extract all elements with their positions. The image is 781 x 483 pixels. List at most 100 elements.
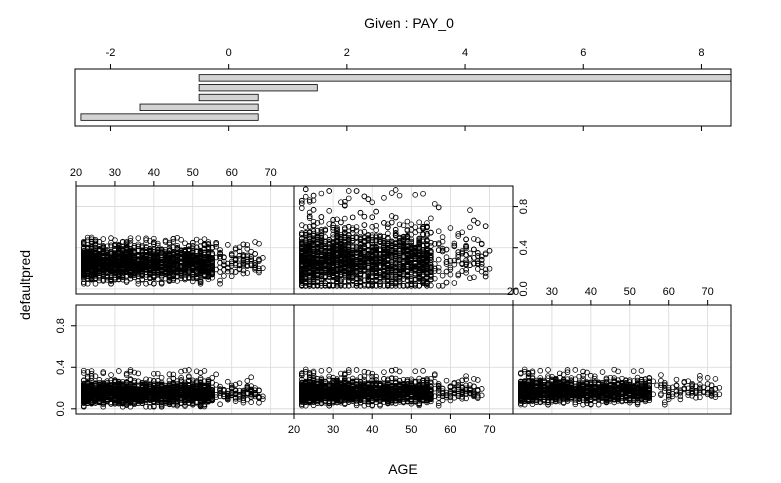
data-point	[260, 393, 266, 400]
data-point	[100, 403, 107, 410]
data-point	[443, 377, 450, 384]
data-point	[201, 368, 208, 374]
data-point	[225, 378, 231, 385]
data-point	[186, 373, 192, 379]
data-point	[182, 367, 188, 374]
data-point	[170, 371, 177, 378]
given-interval-bar	[198, 84, 318, 92]
data-point	[186, 382, 192, 389]
data-point	[244, 378, 251, 384]
data-point	[189, 397, 196, 403]
scatter-panel	[512, 304, 732, 415]
data-point	[260, 396, 266, 402]
data-point	[104, 383, 110, 390]
scatter-points	[80, 367, 266, 410]
data-point	[131, 369, 138, 376]
given-tick-label: -2	[106, 47, 116, 59]
data-point	[104, 396, 110, 402]
data-point	[131, 382, 138, 389]
data-point	[154, 370, 161, 377]
data-point	[353, 367, 360, 373]
data-point	[92, 398, 99, 404]
given-interval-bar	[198, 74, 732, 82]
given-interval-bar	[198, 93, 259, 102]
data-point	[178, 400, 184, 406]
data-point	[217, 393, 223, 399]
data-point	[182, 386, 188, 392]
data-point	[240, 392, 247, 398]
data-point	[108, 387, 114, 393]
data-point	[228, 392, 235, 398]
data-point	[143, 403, 149, 410]
data-point	[197, 379, 204, 386]
data-point	[412, 368, 419, 375]
data-point	[116, 368, 122, 374]
data-point	[131, 379, 138, 386]
given-interval-bars	[80, 74, 732, 121]
data-point	[80, 394, 87, 400]
data-point	[217, 383, 223, 390]
data-point	[225, 395, 231, 402]
given-tick-label: 6	[580, 47, 586, 59]
data-point	[166, 371, 173, 378]
data-point	[127, 398, 134, 404]
data-point	[232, 396, 239, 402]
data-point	[135, 370, 142, 377]
data-point	[135, 395, 142, 402]
data-point	[104, 380, 110, 386]
data-point	[658, 372, 664, 378]
data-point	[205, 395, 212, 402]
data-point	[236, 380, 243, 387]
data-point	[252, 393, 258, 400]
given-interval-bar	[80, 113, 259, 121]
data-point	[170, 375, 177, 382]
data-point	[88, 381, 95, 388]
data-point	[186, 399, 192, 406]
data-point	[151, 371, 157, 377]
data-point	[248, 374, 254, 380]
data-point	[205, 378, 212, 384]
data-point	[463, 373, 469, 379]
data-point	[232, 398, 239, 404]
data-point	[154, 382, 161, 388]
data-point	[139, 382, 145, 389]
data-point	[100, 369, 107, 375]
data-point	[80, 370, 87, 376]
data-point	[182, 403, 188, 409]
data-point	[108, 400, 114, 407]
scatter-panel	[75, 304, 295, 415]
data-point	[545, 367, 551, 373]
data-point	[205, 387, 212, 393]
data-point	[178, 374, 184, 381]
data-point	[108, 394, 114, 401]
data-point	[170, 398, 177, 405]
given-axis: -2 0 2 4 6 8	[106, 47, 705, 131]
data-point	[143, 380, 149, 386]
data-point	[80, 380, 87, 387]
data-point	[396, 368, 403, 375]
data-point	[201, 383, 208, 390]
data-point	[420, 368, 426, 374]
data-point	[697, 373, 703, 379]
data-point	[143, 376, 149, 383]
data-point	[244, 383, 251, 389]
data-point	[228, 385, 235, 391]
data-point	[174, 384, 181, 390]
data-point	[217, 390, 223, 396]
data-point	[166, 391, 173, 398]
data-point	[217, 401, 223, 408]
data-point	[116, 383, 122, 390]
given-panel-frame	[74, 68, 732, 127]
data-point	[147, 403, 153, 410]
scatter-panel	[293, 304, 514, 415]
data-point	[232, 394, 239, 401]
given-interval-bar	[139, 103, 259, 111]
data-point	[381, 369, 387, 375]
given-tick-label: 2	[344, 47, 350, 59]
data-point	[127, 367, 134, 373]
data-point	[189, 377, 196, 384]
data-point	[158, 374, 165, 381]
scatter-points	[299, 366, 485, 409]
data-point	[712, 376, 719, 382]
